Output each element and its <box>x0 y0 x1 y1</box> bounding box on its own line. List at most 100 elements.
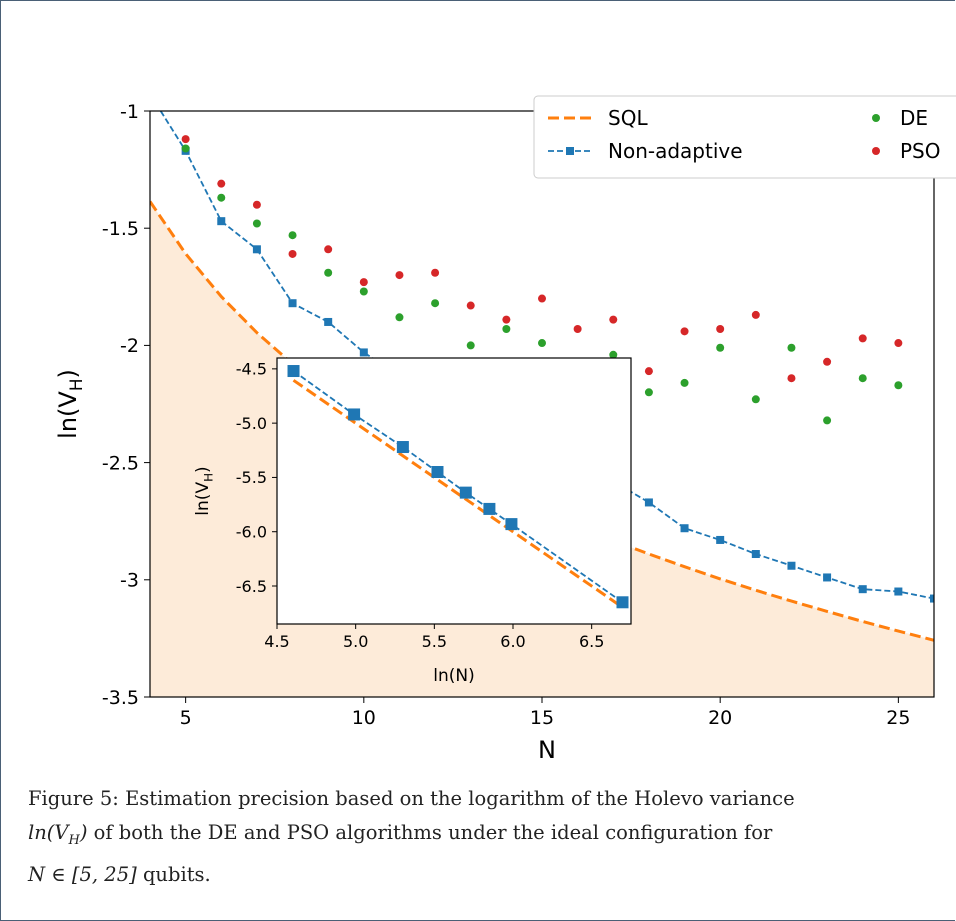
pso-point <box>716 324 725 333</box>
y-axis-label: ln(VH) <box>54 369 86 439</box>
de-point <box>359 287 368 296</box>
y-tick-label: -2.5 <box>102 452 139 474</box>
y-tick-label: -5.0 <box>236 414 267 433</box>
x-tick-label: 6.0 <box>500 632 525 651</box>
x-axis-label: N <box>538 736 556 764</box>
non-adaptive-point <box>894 587 903 596</box>
pso-point <box>252 200 261 209</box>
legend-label: Non-adaptive <box>608 139 743 163</box>
de-point <box>431 299 440 308</box>
caption-text-2: of both the DE and PSO algorithms under … <box>93 821 773 844</box>
y-tick-label: -3 <box>120 570 139 592</box>
de-point <box>395 313 404 322</box>
pso-point <box>609 315 618 324</box>
de-point <box>502 324 511 333</box>
x-tick-label: 15 <box>530 707 554 729</box>
inset-non-adaptive-point <box>431 466 444 478</box>
non-adaptive-point <box>787 561 796 570</box>
pso-point <box>894 339 903 348</box>
non-adaptive-point <box>823 573 832 582</box>
x-tick-label: 10 <box>352 707 376 729</box>
de-point <box>217 193 226 202</box>
de-point <box>466 341 475 350</box>
inset-axes-frame <box>276 357 632 625</box>
non-adaptive-point <box>252 245 261 254</box>
inset-non-adaptive-point <box>396 441 409 454</box>
non-adaptive-point <box>644 498 653 507</box>
y-tick-label: -6.5 <box>236 577 267 596</box>
de-point <box>288 231 297 240</box>
x-tick-label: 4.5 <box>264 632 289 651</box>
inset-non-adaptive-point <box>483 502 496 515</box>
x-tick-label: 6.5 <box>579 632 604 651</box>
y-tick-label: -3.5 <box>102 687 139 709</box>
y-tick-label: -6.0 <box>236 522 267 541</box>
pso-point <box>751 310 760 319</box>
x-tick-label: 25 <box>886 707 910 729</box>
non-adaptive-point <box>359 348 368 357</box>
de-point <box>181 144 190 153</box>
inset-y-axis-label: ln(VH) <box>193 466 215 515</box>
pso-point <box>538 294 546 303</box>
pso-point <box>502 315 511 324</box>
y-tick-label: -4.5 <box>236 360 267 379</box>
pso-point <box>787 374 796 383</box>
non-adaptive-point <box>930 594 934 603</box>
x-tick-label: 5 <box>180 707 192 729</box>
pso-point <box>644 367 653 376</box>
legend-label: PSO <box>900 139 941 163</box>
pso-point <box>680 327 689 336</box>
de-point <box>538 339 546 348</box>
pso-point <box>324 245 333 254</box>
pso-point <box>823 357 832 366</box>
pso-point <box>466 301 475 310</box>
caption-label: Figure 5: <box>28 787 119 810</box>
non-adaptive-point <box>288 299 297 308</box>
legend: SQL Non-adaptive DE PSO <box>533 95 956 179</box>
caption-text-3: qubits. <box>142 862 211 886</box>
legend-non-adaptive-marker <box>566 147 574 155</box>
legend-label: DE <box>900 106 928 130</box>
pso-point <box>288 249 297 258</box>
inset-plot: 4.5 5.0 5.5 6.0 6.5 -4.5 -5.0 -5.5 -6.0 -6.5 ln(N)… <box>193 357 632 686</box>
legend-label: SQL <box>608 106 648 130</box>
pso-point <box>431 268 440 277</box>
pso-point <box>181 135 190 144</box>
non-adaptive-point <box>716 535 725 544</box>
y-tick-label: -5.5 <box>236 468 267 487</box>
pso-point <box>573 324 582 333</box>
de-point <box>751 395 760 404</box>
non-adaptive-point <box>217 217 226 226</box>
legend-de-swatch <box>872 114 880 122</box>
caption-line-1: Figure 5: Estimation precision based on … <box>28 782 938 816</box>
caption-math-2: N ∈ [5, 25] <box>28 862 137 886</box>
x-tick-label: 5.5 <box>422 632 447 651</box>
non-adaptive-point <box>324 317 333 326</box>
pso-point <box>217 179 226 188</box>
de-point <box>324 268 333 277</box>
sql-line <box>150 200 934 642</box>
pso-point <box>359 278 368 287</box>
inset-non-adaptive-point <box>616 596 629 609</box>
legend-pso-swatch <box>872 147 880 155</box>
caption-line-3: N ∈ [5, 25] qubits. <box>28 858 938 892</box>
inset-non-adaptive-point <box>287 365 300 378</box>
non-adaptive-point <box>680 524 689 533</box>
inset-x-axis-label: ln(N) <box>433 666 474 686</box>
de-point <box>894 381 903 390</box>
inset-non-adaptive-point <box>348 408 361 421</box>
y-tick-label: -2 <box>120 335 139 357</box>
de-point <box>716 343 725 352</box>
de-point <box>609 350 618 359</box>
de-point <box>787 343 796 352</box>
de-point <box>858 374 867 383</box>
de-point <box>252 219 261 228</box>
caption-text-1: Estimation precision based on the logari… <box>125 787 795 810</box>
y-tick-label: -1 <box>120 101 139 123</box>
non-adaptive-point <box>751 550 760 559</box>
caption-math-1: ln(VH) <box>28 821 88 848</box>
figure-caption: Figure 5: Estimation precision based on … <box>28 782 938 892</box>
de-point <box>644 388 653 397</box>
non-adaptive-point <box>858 585 867 594</box>
y-tick-label: -1.5 <box>102 218 139 240</box>
